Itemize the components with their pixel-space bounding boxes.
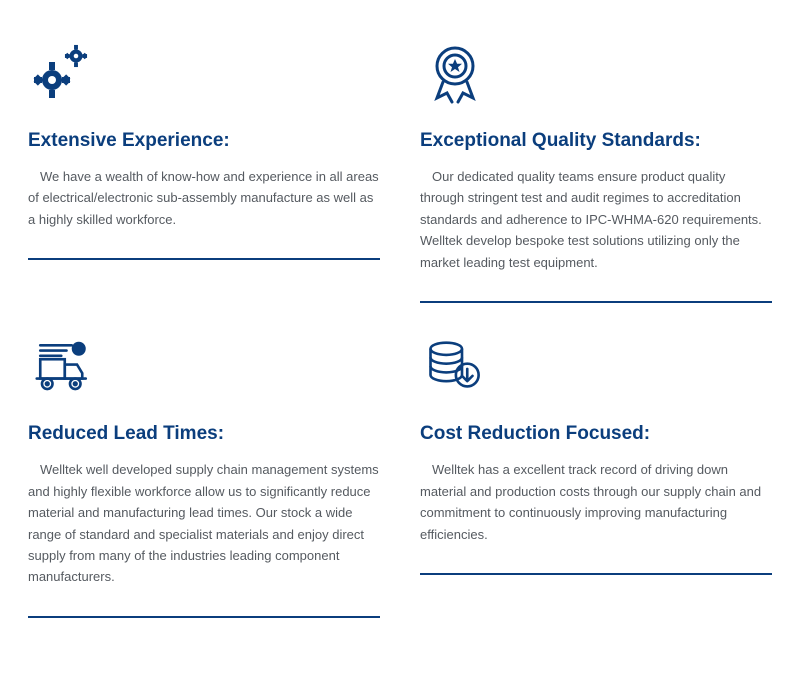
feature-body: Welltek well developed supply chain mana…	[28, 459, 380, 588]
divider	[420, 301, 772, 303]
feature-title: Cost Reduction Focused:	[420, 423, 772, 445]
feature-body: Our dedicated quality teams ensure produ…	[420, 166, 772, 273]
feature-card: Exceptional Quality Standards: Our dedic…	[420, 40, 772, 303]
feature-title: Exceptional Quality Standards:	[420, 130, 772, 152]
coins-down-icon	[420, 333, 772, 403]
feature-card: Reduced Lead Times: Welltek well develop…	[28, 333, 380, 618]
feature-body: Welltek has a excellent track record of …	[420, 459, 772, 545]
feature-grid: Extensive Experience: We have a wealth o…	[28, 40, 772, 618]
feature-title: Reduced Lead Times:	[28, 423, 380, 445]
divider	[28, 616, 380, 618]
award-ribbon-icon	[420, 40, 772, 110]
fast-truck-icon	[28, 333, 380, 403]
feature-body: We have a wealth of know-how and experie…	[28, 166, 380, 230]
divider	[420, 573, 772, 575]
feature-card: Cost Reduction Focused: Welltek has a ex…	[420, 333, 772, 618]
feature-card: Extensive Experience: We have a wealth o…	[28, 40, 380, 303]
gears-icon	[28, 40, 380, 110]
divider	[28, 258, 380, 260]
feature-title: Extensive Experience:	[28, 130, 380, 152]
